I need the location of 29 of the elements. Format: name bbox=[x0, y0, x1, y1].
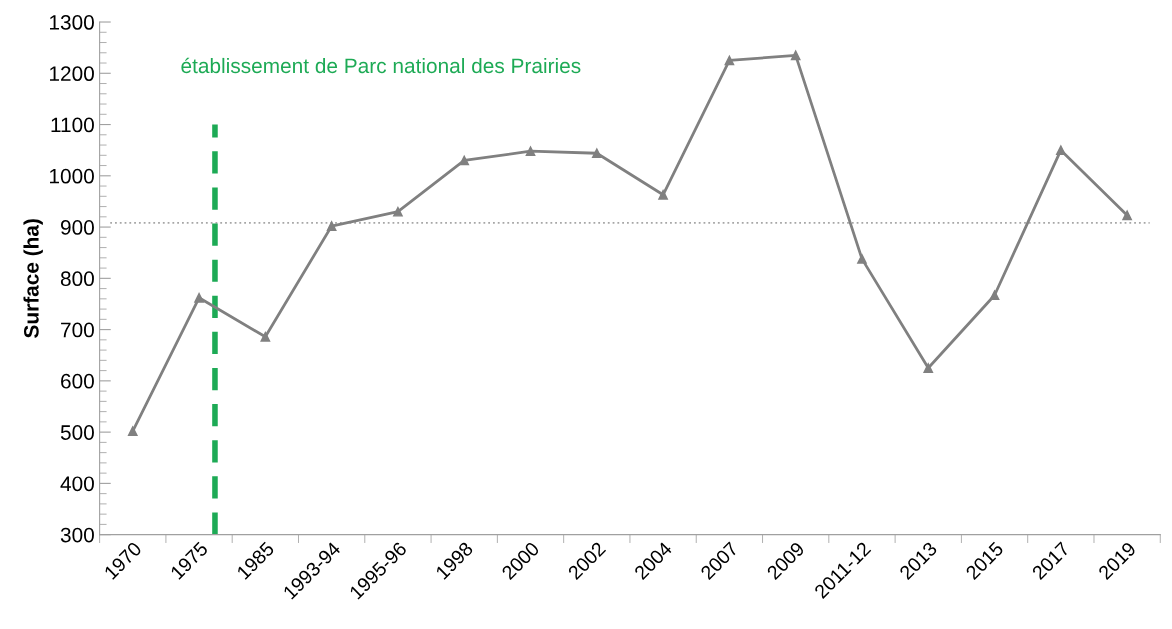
point bbox=[459, 155, 470, 166]
point bbox=[724, 55, 735, 66]
point bbox=[194, 292, 204, 303]
y-tick-label: 1000 bbox=[50, 168, 94, 184]
point bbox=[525, 146, 536, 157]
y-tick-label: 800 bbox=[60, 271, 94, 287]
point bbox=[260, 331, 271, 342]
point bbox=[857, 253, 867, 264]
y-tick-label: 1100 bbox=[51, 117, 94, 133]
point bbox=[790, 50, 801, 61]
point bbox=[658, 189, 668, 200]
y-tick-label: 1300 bbox=[50, 15, 94, 30]
y-tick-label: 900 bbox=[60, 220, 94, 235]
y-tick-label: 300 bbox=[60, 527, 94, 543]
point bbox=[923, 363, 934, 373]
point bbox=[591, 148, 602, 159]
y-tick-label: 1200 bbox=[50, 66, 94, 82]
point bbox=[989, 290, 1000, 301]
y-tick-label: 400 bbox=[60, 476, 94, 492]
point bbox=[393, 206, 403, 217]
point bbox=[326, 221, 337, 231]
y-tick-label: 600 bbox=[61, 373, 94, 389]
ref-line-label: établissement de Parc national des Prairies bbox=[181, 57, 581, 74]
y-axis-title: Surface (ha) bbox=[23, 219, 43, 338]
point bbox=[127, 426, 138, 436]
y-tick-label: 500 bbox=[60, 425, 94, 440]
point bbox=[1055, 145, 1066, 156]
point bbox=[1122, 210, 1132, 221]
y-tick-label: 700 bbox=[61, 322, 94, 338]
